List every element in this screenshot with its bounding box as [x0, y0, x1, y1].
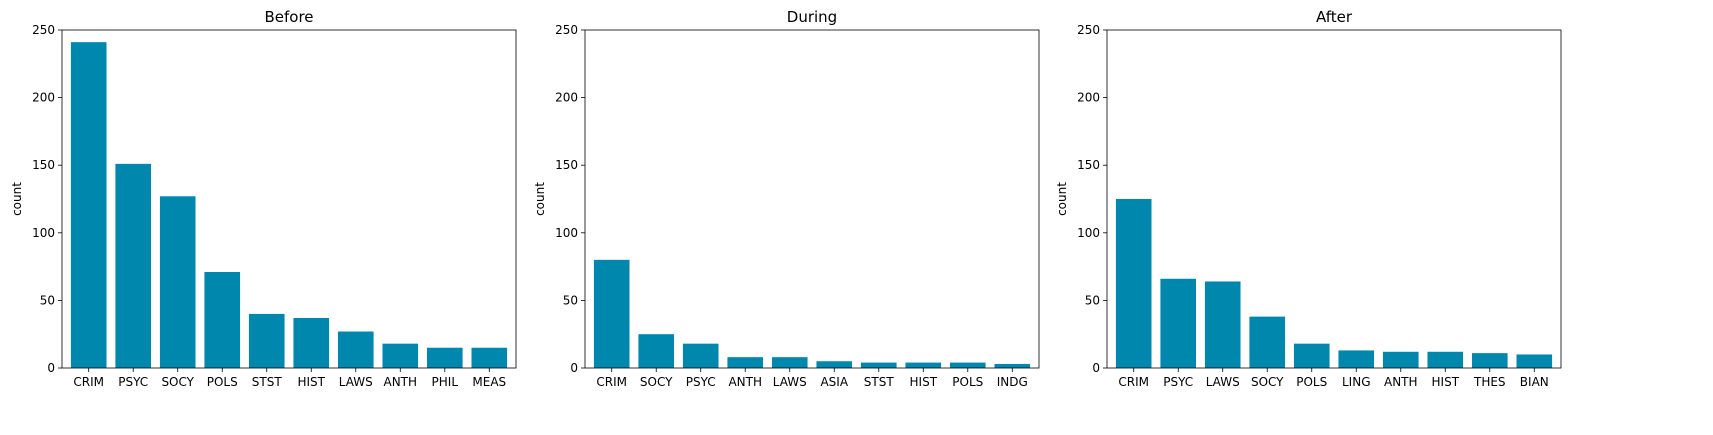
bar-thes — [1471, 353, 1508, 368]
y-tick-label: 50 — [563, 293, 578, 307]
bar-stst — [860, 362, 897, 368]
y-axis-label: count — [10, 182, 24, 216]
y-tick-label: 200 — [32, 91, 55, 105]
x-tick-label: CRIM — [1118, 375, 1149, 389]
x-tick-label: HIST — [1432, 375, 1460, 389]
chart-panel-2: CRIM PSYC LAWS SOCY POLS LING ANTH HIST THES BIAN… — [1055, 8, 1562, 389]
x-tick-label: SOCY — [1251, 375, 1284, 389]
bar-pols — [204, 272, 241, 368]
chart-panel-0: CRIM PSYC SOCY POLS STST HIST LAWS ANTH PHIL MEAS… — [10, 8, 517, 389]
y-tick-label: 150 — [555, 158, 578, 172]
x-tick-label: CRIM — [73, 375, 104, 389]
x-tick-label: MEAS — [472, 375, 506, 389]
chart-title: During — [787, 8, 837, 26]
y-tick-label: 150 — [1077, 158, 1100, 172]
bar-hist — [1427, 351, 1464, 368]
x-tick-label: POLS — [1296, 375, 1327, 389]
y-tick-label: 200 — [1077, 91, 1100, 105]
x-tick-label: HIST — [297, 375, 325, 389]
y-tick-label: 250 — [32, 23, 55, 37]
bar-hist — [905, 362, 942, 368]
x-tick-label: STST — [252, 375, 283, 389]
bar-laws — [1204, 281, 1241, 368]
chart-panel-1: CRIM SOCY PSYC ANTH LAWS ASIA STST HIST POLS INDG… — [533, 8, 1040, 389]
bar-socy — [159, 196, 196, 368]
bar-anth — [382, 343, 419, 368]
x-tick-label: PSYC — [686, 375, 716, 389]
y-tick-label: 0 — [47, 361, 55, 375]
y-tick-label: 200 — [555, 91, 578, 105]
x-tick-label: LING — [1342, 375, 1371, 389]
bar-bian — [1516, 354, 1553, 368]
x-tick-label: PHIL — [432, 375, 459, 389]
bar-hist — [293, 317, 330, 368]
x-tick-label: ANTH — [384, 375, 418, 389]
y-tick-label: 100 — [1077, 226, 1100, 240]
bar-meas — [471, 347, 508, 368]
plot-frame — [61, 29, 517, 369]
y-axis-label: count — [533, 182, 547, 216]
chart-title: Before — [264, 8, 313, 26]
x-tick-label: LAWS — [773, 375, 807, 389]
bar-psyc — [682, 343, 719, 368]
x-tick-label: LAWS — [339, 375, 373, 389]
x-tick-label: POLS — [207, 375, 238, 389]
bar-laws — [337, 331, 374, 368]
x-tick-label: ANTH — [728, 375, 762, 389]
bar-socy — [638, 334, 675, 368]
y-axis-label: count — [1055, 182, 1069, 216]
bar-asia — [816, 361, 853, 368]
bar-anth — [727, 357, 764, 368]
y-tick-label: 150 — [32, 158, 55, 172]
x-tick-label: PSYC — [1163, 375, 1193, 389]
bar-pols — [1293, 343, 1330, 368]
x-tick-label: LAWS — [1206, 375, 1240, 389]
plot-frame — [584, 29, 1040, 369]
x-tick-label: HIST — [910, 375, 938, 389]
x-tick-label: BIAN — [1520, 375, 1549, 389]
y-tick-label: 100 — [555, 226, 578, 240]
plot-frame — [1106, 29, 1562, 369]
y-tick-label: 100 — [32, 226, 55, 240]
y-tick-label: 250 — [555, 23, 578, 37]
bar-ling — [1338, 350, 1375, 368]
bar-indg — [994, 363, 1031, 368]
x-tick-label: ANTH — [1384, 375, 1418, 389]
bar-psyc — [1160, 278, 1197, 368]
y-tick-label: 50 — [1085, 293, 1100, 307]
x-tick-label: THES — [1473, 375, 1506, 389]
bar-phil — [426, 347, 463, 368]
x-tick-label: PSYC — [118, 375, 148, 389]
bar-psyc — [115, 163, 152, 368]
x-tick-label: STST — [864, 375, 895, 389]
y-tick-label: 250 — [1077, 23, 1100, 37]
bar-stst — [248, 313, 285, 368]
x-tick-label: INDG — [997, 375, 1028, 389]
bar-laws — [771, 357, 808, 368]
bar-crim — [1115, 199, 1152, 368]
bar-socy — [1249, 316, 1286, 368]
y-tick-label: 0 — [570, 361, 578, 375]
bar-pols — [949, 362, 986, 368]
bar-anth — [1382, 351, 1419, 368]
bar-crim — [70, 42, 107, 369]
x-tick-label: SOCY — [640, 375, 673, 389]
x-tick-label: ASIA — [820, 375, 848, 389]
bar-crim — [593, 259, 630, 368]
y-tick-label: 0 — [1092, 361, 1100, 375]
x-tick-label: POLS — [952, 375, 983, 389]
chart-title: After — [1316, 8, 1353, 26]
x-tick-label: CRIM — [596, 375, 627, 389]
y-tick-label: 50 — [40, 293, 55, 307]
x-tick-label: SOCY — [161, 375, 194, 389]
